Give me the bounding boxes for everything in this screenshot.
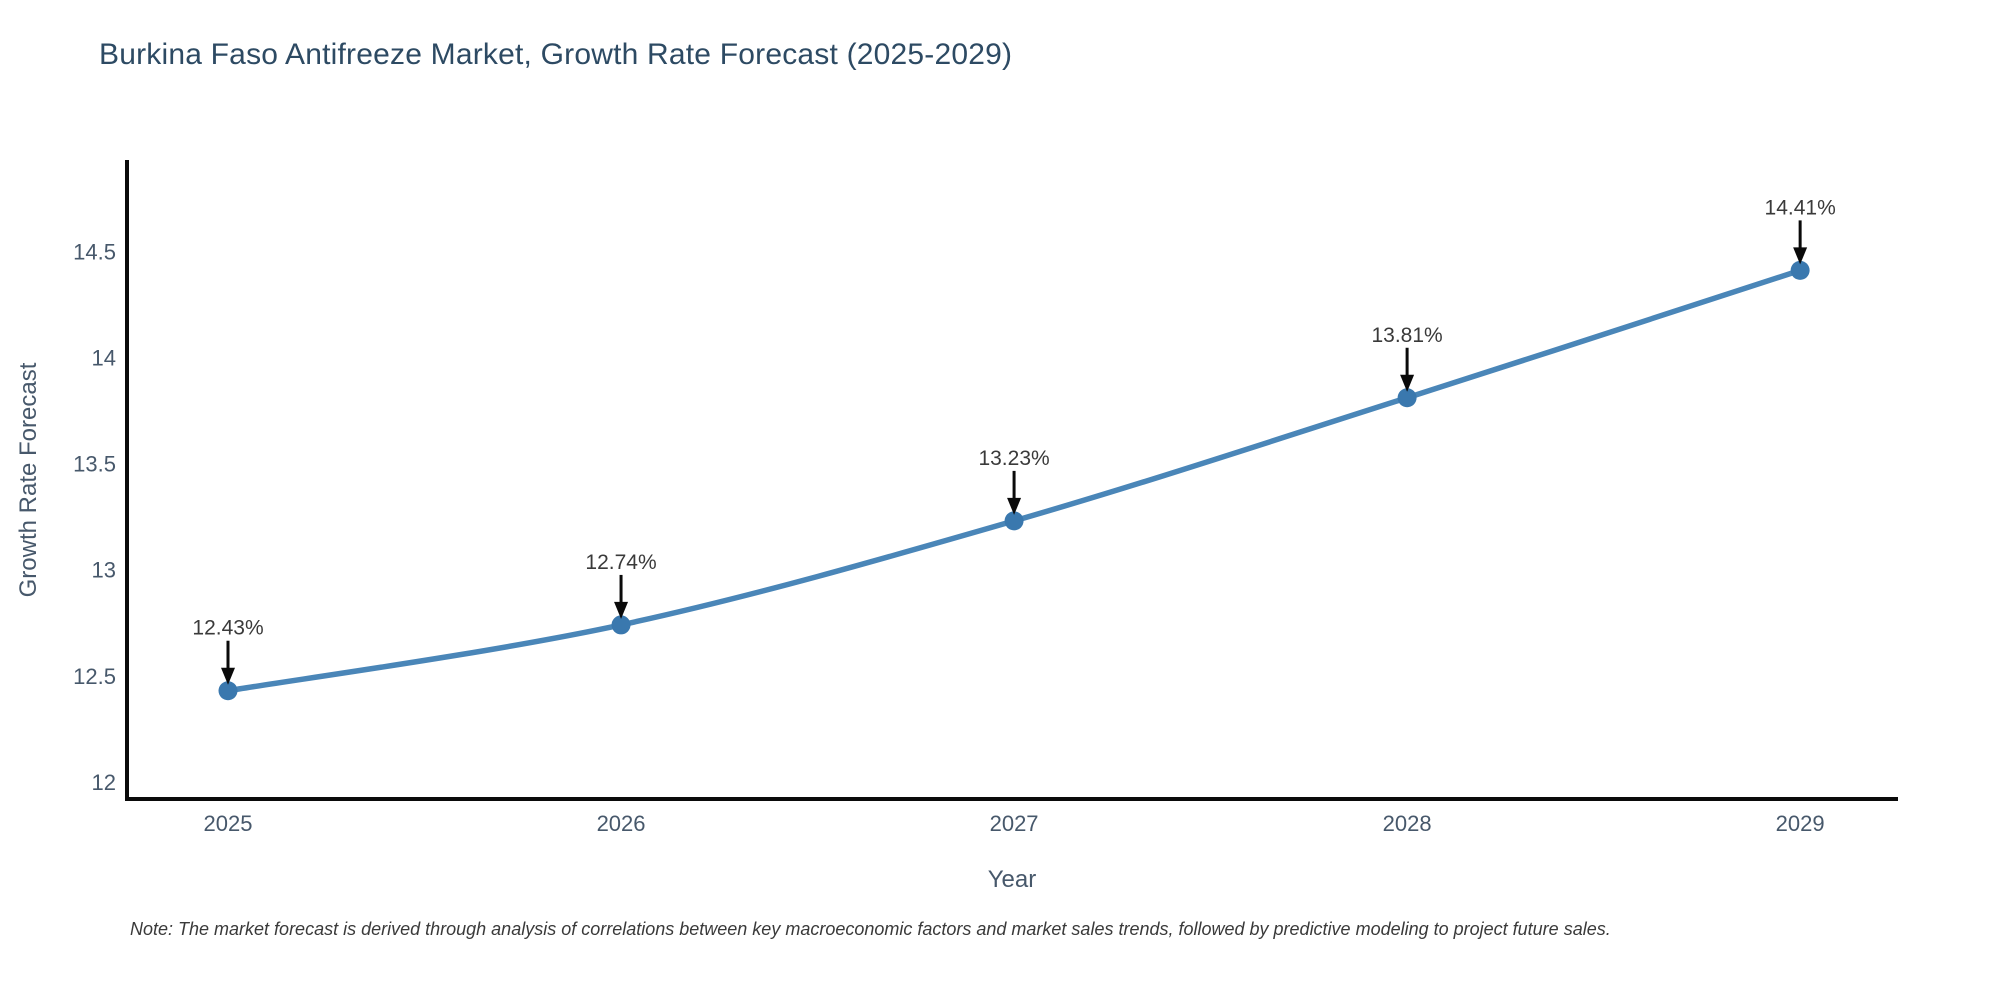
data-point-marker — [1790, 260, 1810, 280]
y-tick-label: 13.5 — [73, 452, 116, 477]
annotation-arrowhead — [221, 667, 236, 685]
x-tick-label: 2029 — [1776, 811, 1825, 836]
annotation-arrowhead — [1400, 374, 1415, 392]
y-tick-label: 14 — [92, 345, 116, 370]
x-tick-label: 2025 — [204, 811, 253, 836]
annotation-label: 12.43% — [192, 617, 263, 640]
x-tick-label: 2027 — [990, 811, 1039, 836]
y-tick-label: 14.5 — [73, 239, 116, 264]
annotation-label: 13.23% — [978, 447, 1049, 470]
data-point-marker — [1004, 511, 1024, 531]
x-tick-label: 2028 — [1383, 811, 1432, 836]
data-point-marker — [611, 615, 631, 635]
annotation-arrowhead — [1007, 497, 1022, 515]
x-axis-title: Year — [988, 866, 1037, 893]
y-tick-label: 12.5 — [73, 664, 116, 689]
x-tick-label: 2026 — [597, 811, 646, 836]
data-point-marker — [1397, 388, 1417, 408]
annotation-label: 12.74% — [585, 551, 656, 574]
data-point-marker — [218, 681, 238, 701]
chart-title: Burkina Faso Antifreeze Market, Growth R… — [99, 38, 1013, 71]
annotation-arrowhead — [614, 601, 629, 619]
annotation-arrowhead — [1793, 247, 1808, 265]
y-tick-label: 12 — [92, 770, 116, 795]
annotation-label: 14.41% — [1765, 196, 1836, 219]
annotation-label: 13.81% — [1371, 324, 1442, 347]
y-tick-label: 13 — [92, 558, 116, 583]
chart-footnote: Note: The market forecast is derived thr… — [130, 919, 1611, 939]
y-axis-title: Growth Rate Forecast — [15, 362, 42, 597]
